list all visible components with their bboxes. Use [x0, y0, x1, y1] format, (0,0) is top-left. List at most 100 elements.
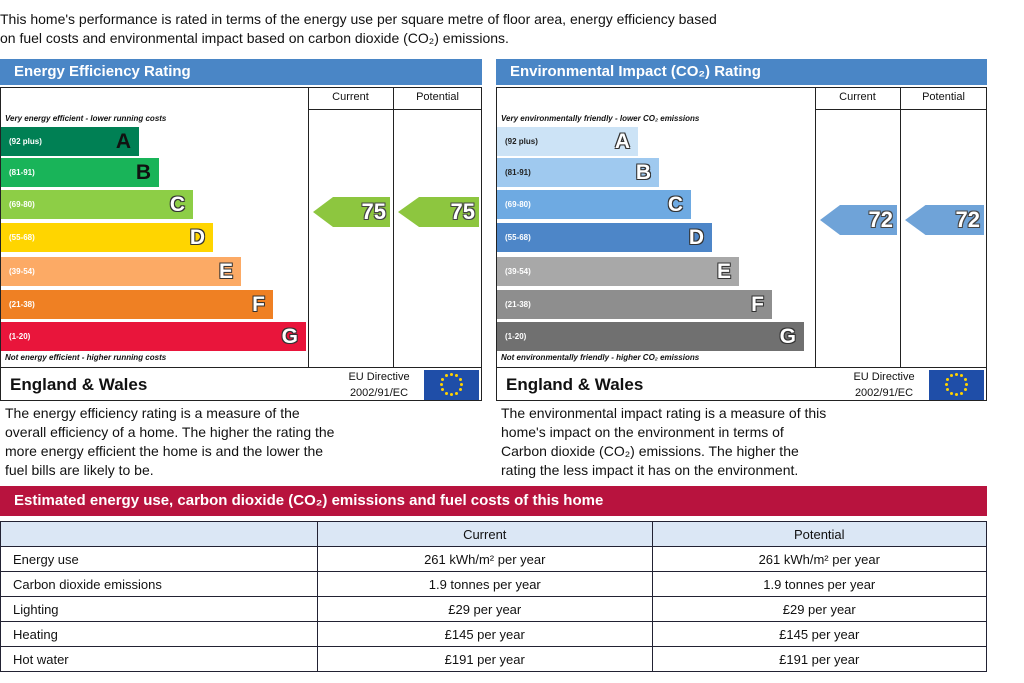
directive: EU Directive	[853, 371, 915, 383]
band-letter: G	[779, 325, 796, 348]
bottom-note: Not environmentally friendly - higher CO…	[501, 353, 700, 362]
band-letter: G	[281, 325, 298, 348]
band-letter: A	[614, 130, 630, 153]
flag-star	[955, 373, 958, 376]
description-line: home's impact on the environment in term…	[501, 424, 784, 440]
flag-star	[963, 378, 967, 381]
top-note: Very energy efficient - lower running co…	[5, 114, 167, 123]
eu-flag	[424, 370, 479, 400]
band-range: (92 plus)	[9, 137, 42, 146]
band: (1-20) G	[497, 322, 804, 351]
band-letter: A	[115, 130, 131, 153]
intro-line: This home's performance is rated in term…	[0, 11, 717, 27]
directive: 2002/91/EC	[854, 387, 914, 399]
column-header: Current	[317, 521, 653, 547]
col-header: Current	[839, 91, 876, 103]
band-range: (1-20)	[505, 332, 527, 341]
value-cell: 1.9 tonnes per year	[651, 571, 987, 597]
col-line	[393, 87, 394, 367]
band-letter: D	[189, 226, 205, 249]
band-letter: D	[688, 226, 704, 249]
flag-star	[455, 391, 458, 395]
flag-star	[441, 378, 445, 381]
band-letter: F	[252, 293, 265, 316]
value-cell: £29 per year	[651, 596, 987, 622]
flag-star	[950, 374, 953, 378]
flag-star	[460, 383, 463, 386]
band-letter: E	[218, 260, 233, 283]
panel-title: Environmental Impact (CO₂) Rating	[496, 59, 987, 85]
col-header: Potential	[922, 91, 965, 103]
value-cell: £191 per year	[651, 646, 987, 672]
row-line	[308, 109, 482, 110]
intro-line: on fuel costs and environmental impact b…	[0, 30, 509, 46]
band-range: (81-91)	[9, 168, 35, 177]
flag-star	[955, 393, 958, 396]
flag-star	[441, 388, 445, 391]
band: (81-91) B	[497, 158, 659, 187]
panel-box	[496, 87, 987, 401]
table-row: Lighting £29 per year £29 per year	[0, 596, 987, 622]
flag-star	[960, 391, 963, 395]
band-letter: B	[635, 161, 651, 184]
col-line	[308, 87, 309, 367]
band-range: (1-20)	[9, 332, 31, 341]
col-header: Current	[332, 91, 369, 103]
band: (39-54) E	[497, 257, 739, 286]
band-letter: F	[751, 293, 764, 316]
description-line: fuel bills are likely to be.	[5, 462, 154, 478]
flag-star	[450, 393, 453, 396]
description-line: rating the less impact it has on the env…	[501, 462, 799, 478]
band: (21-38) F	[497, 290, 772, 319]
flag-star	[945, 383, 948, 386]
description-line: The environmental impact rating is a mea…	[501, 405, 827, 421]
band: (55-68) D	[497, 223, 712, 252]
directive: 2002/91/EC	[349, 387, 409, 399]
band-range: (21-38)	[9, 300, 35, 309]
description-line: more energy efficient the home is and th…	[5, 443, 324, 459]
description-line: The energy efficiency rating is a measur…	[5, 405, 300, 421]
col-line	[815, 87, 816, 367]
band-range: (81-91)	[505, 168, 531, 177]
row-label: Lighting	[0, 596, 318, 622]
flag-star	[950, 391, 953, 395]
region: England & Wales	[10, 375, 148, 394]
flag-star	[450, 373, 453, 376]
band-range: (69-80)	[505, 200, 531, 209]
col-line	[900, 87, 901, 367]
row-label: Heating	[0, 621, 318, 647]
bottom-note: Not energy efficient - higher running co…	[5, 353, 167, 362]
band-range: (69-80)	[9, 200, 35, 209]
table-header-row: Current Potential	[0, 521, 987, 547]
band: (69-80) C	[497, 190, 691, 219]
eu-flag	[929, 370, 984, 400]
row-line	[815, 109, 987, 110]
band: (92 plus) A	[1, 127, 139, 156]
flag-star	[458, 388, 462, 391]
top-note: Very environmentally friendly - lower CO…	[501, 114, 700, 123]
row-label: Energy use	[0, 546, 318, 572]
band-range: (39-54)	[505, 267, 531, 276]
flag-star	[458, 378, 462, 381]
band: (1-20) G	[1, 322, 306, 351]
band-range: (92 plus)	[505, 137, 538, 146]
band-letter: C	[169, 193, 185, 216]
cost-title: Estimated energy use, carbon dioxide (CO…	[0, 486, 987, 516]
band: (21-38) F	[1, 290, 273, 319]
row-label: Hot water	[0, 646, 318, 672]
band: (92 plus) A	[497, 127, 638, 156]
value-cell: £145 per year	[317, 621, 653, 647]
band-letter: E	[716, 260, 731, 283]
column-header: Potential	[651, 521, 987, 547]
band: (55-68) D	[1, 223, 213, 252]
band-range: (21-38)	[505, 300, 531, 309]
value-cell: £191 per year	[317, 646, 653, 672]
flag-star	[946, 378, 950, 381]
band-range: (39-54)	[9, 267, 35, 276]
band: (81-91) B	[1, 158, 159, 187]
flag-star	[965, 383, 968, 386]
panel-title: Energy Efficiency Rating	[0, 59, 482, 85]
flag-star	[445, 391, 448, 395]
value-cell: £29 per year	[317, 596, 653, 622]
row-label: Carbon dioxide emissions	[0, 571, 318, 597]
